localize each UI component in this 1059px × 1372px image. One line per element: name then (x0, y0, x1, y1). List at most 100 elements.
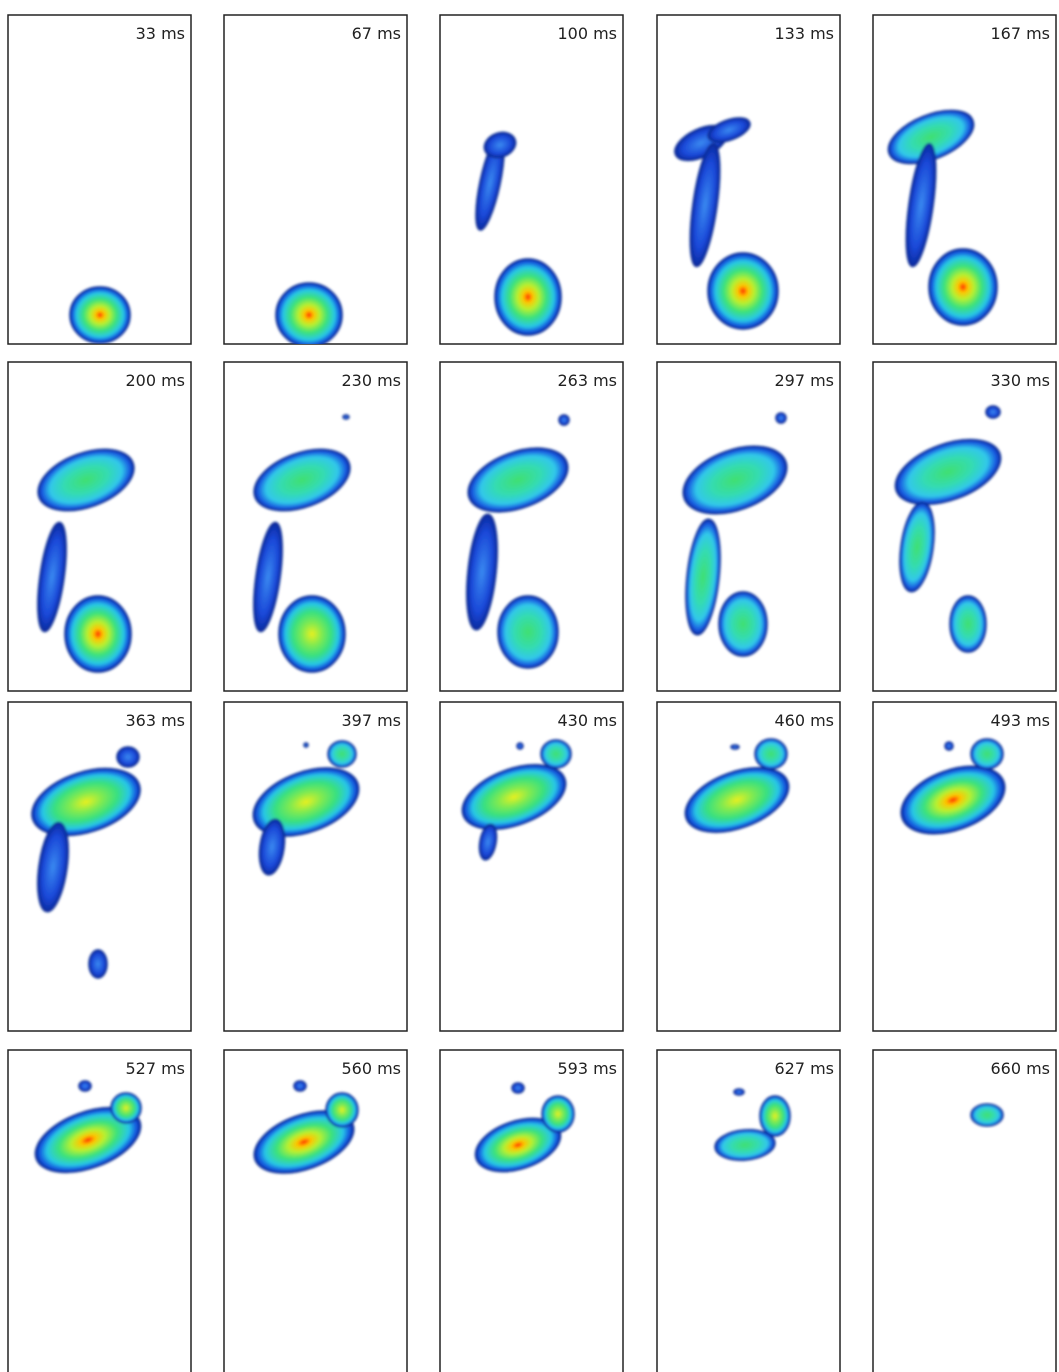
frame-panel: 330 ms (872, 361, 1057, 692)
pressure-blob (899, 501, 935, 593)
pressure-blob (461, 764, 567, 830)
pressure-map (37, 448, 135, 673)
time-label: 560 ms (341, 1059, 401, 1078)
time-label: 297 ms (774, 371, 834, 390)
frame-panel: 200 ms (7, 361, 192, 692)
pressure-blob (949, 595, 987, 653)
pressure-map (887, 109, 998, 326)
pressure-blob (37, 448, 135, 512)
pressure-blob (31, 767, 141, 837)
pressure-blob (894, 438, 1002, 506)
time-label: 527 ms (125, 1059, 185, 1078)
pressure-blob (775, 412, 787, 424)
frame-panel: 297 ms (656, 361, 841, 692)
pressure-blob (754, 738, 788, 770)
pressure-blob (944, 741, 954, 751)
pressure-blob (466, 513, 498, 631)
pressure-blob (478, 823, 498, 861)
pressure-blob (293, 1080, 307, 1092)
pressure-blob (325, 1092, 359, 1128)
pressure-blob (685, 518, 721, 636)
pressure-map (970, 1103, 1004, 1127)
frame-panel: 33 ms (7, 14, 192, 345)
pressure-map (31, 746, 141, 979)
pressure-map (674, 117, 779, 330)
pressure-map (474, 1082, 575, 1173)
pressure-blob (34, 1106, 142, 1174)
pressure-blob (733, 1088, 745, 1096)
pressure-blob (253, 448, 351, 512)
pressure-blob (905, 142, 937, 268)
pressure-map (275, 282, 343, 344)
pressure-blob (714, 1129, 776, 1161)
pressure-blob (689, 142, 721, 268)
time-label: 263 ms (557, 371, 617, 390)
time-label: 660 ms (990, 1059, 1050, 1078)
pressure-blob (37, 821, 69, 913)
frame-panel: 363 ms (7, 701, 192, 1032)
pressure-blob (541, 1095, 575, 1133)
pressure-map (466, 414, 570, 669)
pressure-map (461, 739, 572, 861)
frame-panel: 397 ms (223, 701, 408, 1032)
frame-panel: 460 ms (656, 701, 841, 1032)
frame-panel: 560 ms (223, 1049, 408, 1372)
pressure-blob (494, 258, 562, 336)
pressure-blob (275, 282, 343, 344)
pressure-map (34, 1080, 142, 1174)
pressure-map (253, 414, 351, 673)
frame-panel: 593 ms (439, 1049, 624, 1372)
pressure-blob (37, 521, 67, 633)
pressure-blob (64, 595, 132, 673)
frame-panel: 527 ms (7, 1049, 192, 1372)
pressure-map (900, 738, 1006, 835)
pressure-map (475, 131, 562, 336)
time-label: 200 ms (125, 371, 185, 390)
pressure-blob (342, 414, 350, 420)
time-label: 397 ms (341, 711, 401, 730)
pressure-blob (985, 405, 1001, 419)
frame-panel: 133 ms (656, 14, 841, 345)
pressure-blob (928, 248, 998, 326)
time-label: 460 ms (774, 711, 834, 730)
pressure-blob (558, 414, 570, 426)
frame-panel: 167 ms (872, 14, 1057, 345)
pressure-blob (759, 1095, 791, 1137)
pressure-map (682, 412, 788, 657)
pressure-blob (730, 744, 740, 750)
frame-panel: 493 ms (872, 701, 1057, 1032)
panel-background (223, 701, 408, 1032)
panel-background (872, 701, 1057, 1032)
pressure-blob (69, 286, 131, 344)
pressure-blob (327, 740, 357, 768)
frame-panel: 67 ms (223, 14, 408, 345)
pressure-blob (116, 746, 140, 768)
time-label: 167 ms (990, 24, 1050, 43)
time-label: 100 ms (557, 24, 617, 43)
pressure-blob (682, 445, 788, 515)
time-label: 33 ms (136, 24, 185, 43)
pressure-blob (511, 1082, 525, 1094)
frame-panel: 627 ms (656, 1049, 841, 1372)
pressure-map (684, 738, 790, 833)
frame-panel: 430 ms (439, 701, 624, 1032)
pressure-blob (78, 1080, 92, 1092)
pressure-map (69, 286, 131, 344)
time-label: 430 ms (557, 711, 617, 730)
panel-background (872, 1049, 1057, 1372)
time-label: 330 ms (990, 371, 1050, 390)
pressure-blob (278, 595, 346, 673)
pressure-blob (110, 1092, 142, 1124)
frame-panel: 100 ms (439, 14, 624, 345)
panel-background (439, 701, 624, 1032)
pressure-blob (684, 767, 790, 833)
time-label: 593 ms (557, 1059, 617, 1078)
pressure-blob (483, 131, 517, 159)
pressure-blob (970, 738, 1004, 770)
panel-background (7, 701, 192, 1032)
pressure-blob (252, 767, 360, 837)
panel-background (656, 1049, 841, 1372)
pressure-blob (718, 591, 768, 657)
